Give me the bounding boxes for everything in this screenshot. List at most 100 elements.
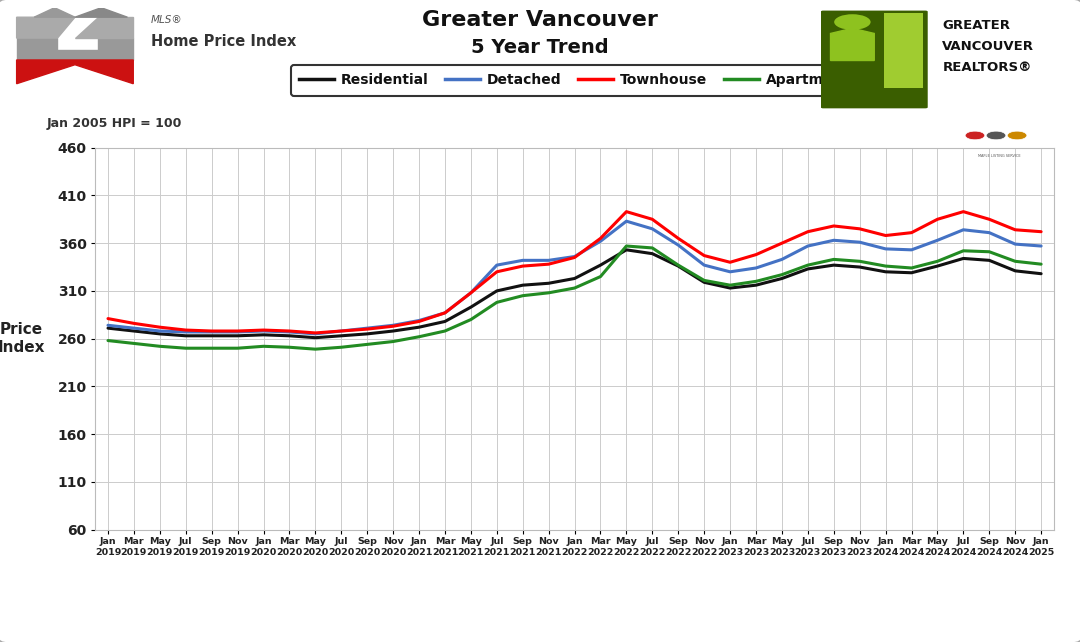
Residential bbox=[1035, 270, 1048, 277]
Townhouse bbox=[179, 326, 192, 334]
Apartment bbox=[283, 343, 296, 351]
Detached bbox=[490, 261, 503, 269]
Apartment bbox=[801, 261, 814, 269]
Detached bbox=[827, 236, 840, 244]
Apartment bbox=[672, 261, 685, 269]
Apartment bbox=[153, 342, 166, 350]
Polygon shape bbox=[831, 28, 875, 60]
Residential bbox=[594, 261, 607, 269]
Text: S: S bbox=[1014, 131, 1020, 140]
Townhouse bbox=[335, 327, 348, 335]
Residential bbox=[309, 334, 322, 342]
Residential bbox=[698, 279, 711, 286]
Townhouse bbox=[698, 252, 711, 259]
Townhouse bbox=[102, 315, 114, 322]
Townhouse bbox=[283, 327, 296, 335]
Residential bbox=[413, 324, 426, 331]
Apartment bbox=[542, 289, 555, 297]
Line: Townhouse: Townhouse bbox=[108, 212, 1041, 333]
Townhouse bbox=[516, 262, 529, 270]
Townhouse bbox=[775, 239, 788, 247]
FancyBboxPatch shape bbox=[821, 10, 928, 108]
Townhouse bbox=[646, 216, 659, 223]
Residential bbox=[905, 269, 918, 277]
Detached bbox=[361, 324, 374, 332]
Detached bbox=[309, 330, 322, 338]
Text: 5 Year Trend: 5 Year Trend bbox=[471, 39, 609, 57]
Apartment bbox=[905, 264, 918, 272]
Residential bbox=[801, 265, 814, 273]
Townhouse bbox=[568, 254, 581, 261]
Polygon shape bbox=[75, 8, 127, 17]
Apartment bbox=[516, 292, 529, 300]
Detached bbox=[438, 309, 451, 317]
Detached bbox=[775, 256, 788, 263]
FancyBboxPatch shape bbox=[883, 13, 922, 87]
Residential bbox=[750, 281, 762, 289]
Apartment bbox=[724, 281, 737, 289]
Apartment bbox=[102, 336, 114, 344]
Townhouse bbox=[231, 327, 244, 335]
Townhouse bbox=[1009, 226, 1022, 234]
Townhouse bbox=[983, 216, 996, 223]
Detached bbox=[464, 289, 477, 297]
Polygon shape bbox=[16, 60, 133, 83]
Residential bbox=[620, 246, 633, 254]
Detached bbox=[387, 322, 400, 329]
Townhouse bbox=[127, 320, 140, 327]
Residential bbox=[672, 262, 685, 270]
Residential bbox=[568, 275, 581, 282]
Circle shape bbox=[1008, 131, 1027, 140]
Text: VANCOUVER: VANCOUVER bbox=[942, 40, 1035, 53]
Townhouse bbox=[620, 208, 633, 216]
Circle shape bbox=[986, 131, 1005, 140]
Apartment bbox=[594, 273, 607, 281]
Townhouse bbox=[905, 229, 918, 236]
Townhouse bbox=[438, 309, 451, 317]
Line: Apartment: Apartment bbox=[108, 246, 1041, 349]
Residential bbox=[231, 332, 244, 340]
Detached bbox=[283, 328, 296, 336]
Townhouse bbox=[490, 268, 503, 275]
Polygon shape bbox=[75, 17, 133, 38]
Townhouse bbox=[594, 234, 607, 242]
Apartment bbox=[568, 284, 581, 292]
Residential bbox=[387, 327, 400, 335]
Townhouse bbox=[361, 325, 374, 333]
Residential bbox=[542, 279, 555, 287]
Residential bbox=[464, 303, 477, 311]
Detached bbox=[620, 218, 633, 225]
Apartment bbox=[646, 244, 659, 252]
Apartment bbox=[620, 242, 633, 250]
Polygon shape bbox=[35, 8, 75, 17]
Townhouse bbox=[750, 251, 762, 259]
Residential bbox=[827, 261, 840, 269]
Townhouse bbox=[309, 329, 322, 337]
Detached bbox=[646, 225, 659, 232]
Residential bbox=[153, 330, 166, 338]
Detached bbox=[205, 328, 218, 336]
Detached bbox=[931, 236, 944, 244]
Residential bbox=[179, 332, 192, 340]
Y-axis label: Price
Index: Price Index bbox=[0, 322, 45, 355]
Residential bbox=[102, 324, 114, 332]
Detached bbox=[801, 242, 814, 250]
Apartment bbox=[879, 262, 892, 270]
Residential bbox=[438, 318, 451, 325]
Legend: Residential, Detached, Townhouse, Apartment: Residential, Detached, Townhouse, Apartm… bbox=[292, 65, 858, 96]
Residential bbox=[724, 284, 737, 292]
Line: Detached: Detached bbox=[108, 221, 1041, 334]
Residential bbox=[1009, 267, 1022, 275]
Text: Home Price Index: Home Price Index bbox=[151, 34, 296, 49]
Detached bbox=[179, 328, 192, 336]
Apartment bbox=[387, 338, 400, 345]
Apartment bbox=[231, 344, 244, 352]
Apartment bbox=[490, 299, 503, 306]
Detached bbox=[1035, 242, 1048, 250]
Line: Residential: Residential bbox=[108, 250, 1041, 338]
Townhouse bbox=[542, 260, 555, 268]
Townhouse bbox=[931, 216, 944, 223]
Detached bbox=[127, 324, 140, 332]
Detached bbox=[335, 327, 348, 335]
Detached bbox=[102, 322, 114, 329]
